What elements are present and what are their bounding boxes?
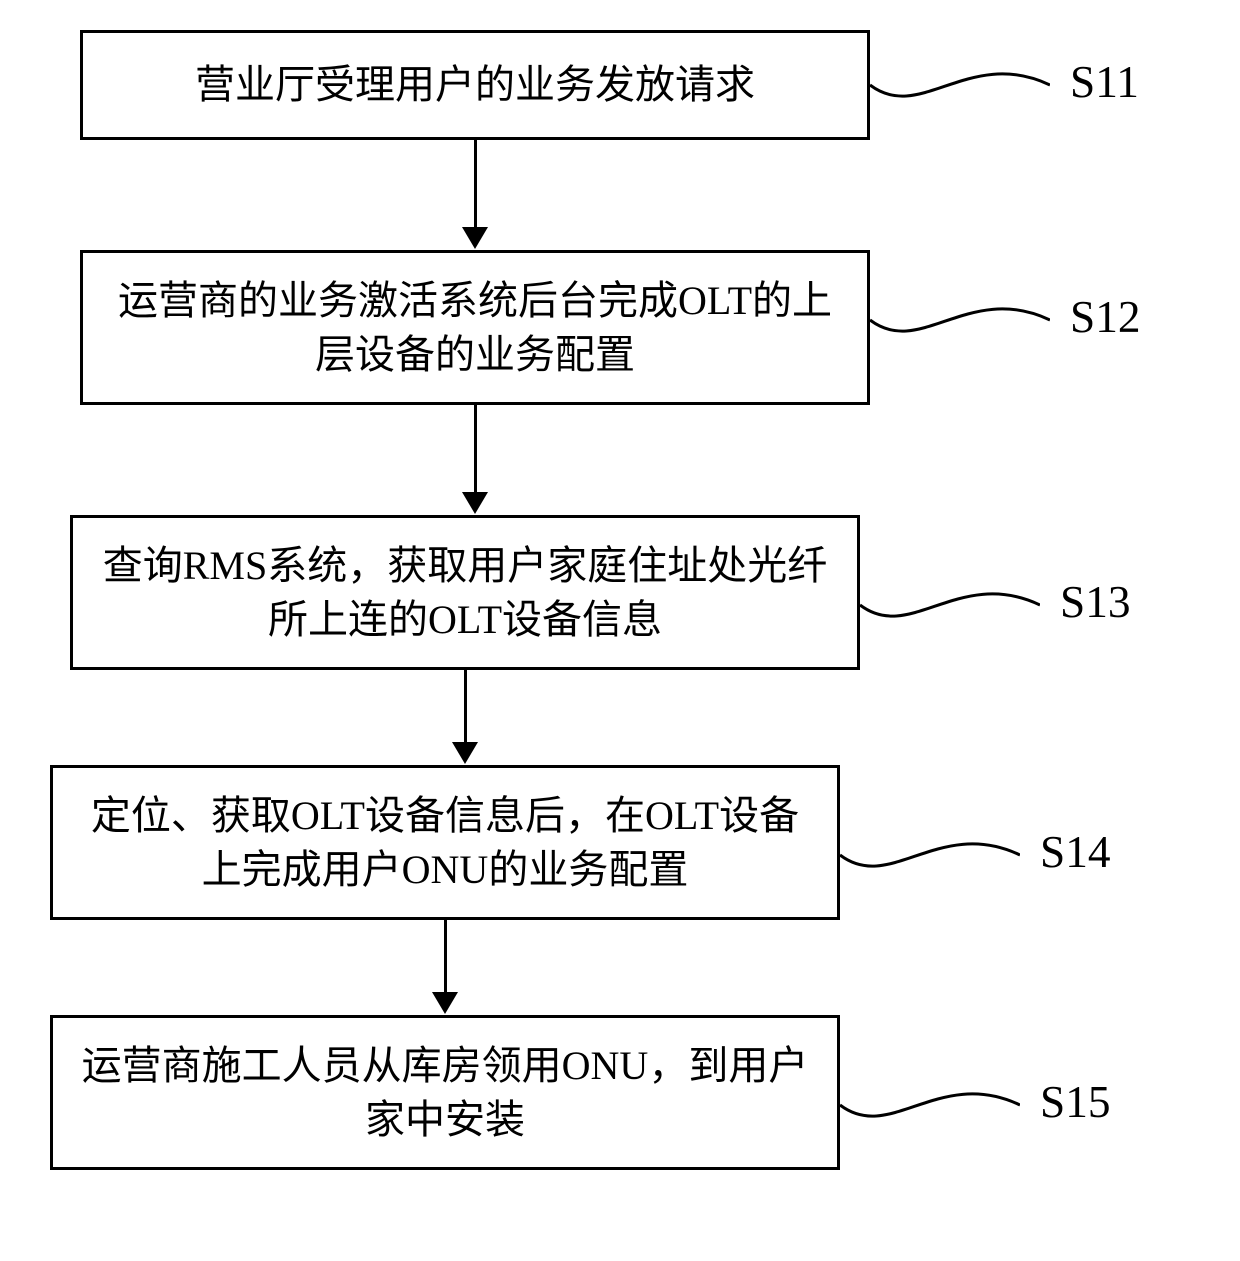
curve-connector-icon (870, 285, 1050, 355)
arrow-down-icon (80, 405, 870, 515)
step-connector: S11 (870, 30, 1139, 140)
flow-step-row: 营业厅受理用户的业务发放请求 S11 (50, 30, 1190, 140)
flow-step-box: 运营商施工人员从库房领用ONU，到用户家中安装 (50, 1015, 840, 1170)
flow-step-row: 运营商施工人员从库房领用ONU，到用户家中安装 S15 (50, 1015, 1190, 1170)
arrow-shaft (474, 140, 477, 228)
arrow-shaft (474, 405, 477, 493)
flow-step-box: 查询RMS系统，获取用户家庭住址处光纤所上连的OLT设备信息 (70, 515, 860, 670)
flow-step-text: 营业厅受理用户的业务发放请求 (195, 58, 755, 112)
flow-step-box: 运营商的业务激活系统后台完成OLT的上层设备的业务配置 (80, 250, 870, 405)
curve-connector-icon (840, 820, 1020, 890)
step-id-label: S15 (1040, 1076, 1111, 1128)
arrow-head (462, 492, 488, 514)
step-connector: S12 (870, 250, 1141, 405)
arrow-head (432, 992, 458, 1014)
arrow-head (452, 742, 478, 764)
arrow-down-icon (80, 140, 870, 250)
step-id-label: S12 (1070, 291, 1141, 343)
arrow-shaft (444, 920, 447, 993)
flow-step-row: 定位、获取OLT设备信息后，在OLT设备上完成用户ONU的业务配置 S14 (50, 765, 1190, 920)
arrow-head (462, 227, 488, 249)
flow-step-text: 运营商施工人员从库房领用ONU，到用户家中安装 (73, 1039, 817, 1147)
step-connector: S13 (860, 515, 1131, 670)
curve-connector-icon (840, 1070, 1020, 1140)
step-id-label: S11 (1070, 56, 1139, 108)
step-id-label: S13 (1060, 576, 1131, 628)
flow-step-text: 运营商的业务激活系统后台完成OLT的上层设备的业务配置 (103, 274, 847, 382)
flow-step-box: 营业厅受理用户的业务发放请求 (80, 30, 870, 140)
curve-connector-icon (860, 570, 1040, 640)
flow-step-box: 定位、获取OLT设备信息后，在OLT设备上完成用户ONU的业务配置 (50, 765, 840, 920)
flow-step-row: 运营商的业务激活系统后台完成OLT的上层设备的业务配置 S12 (50, 250, 1190, 405)
arrow-shaft (464, 670, 467, 743)
flow-step-text: 查询RMS系统，获取用户家庭住址处光纤所上连的OLT设备信息 (93, 539, 837, 647)
flow-step-row: 查询RMS系统，获取用户家庭住址处光纤所上连的OLT设备信息 S13 (50, 515, 1190, 670)
step-connector: S15 (840, 1015, 1111, 1170)
flow-step-text: 定位、获取OLT设备信息后，在OLT设备上完成用户ONU的业务配置 (73, 789, 817, 897)
curve-connector-icon (870, 50, 1050, 120)
step-connector: S14 (840, 765, 1111, 920)
arrow-down-icon (70, 670, 860, 765)
flowchart-container: 营业厅受理用户的业务发放请求 S11 运营商的业务激活系统后台完成OLT的上层设备的… (50, 30, 1190, 1170)
step-id-label: S14 (1040, 826, 1111, 878)
arrow-down-icon (50, 920, 840, 1015)
